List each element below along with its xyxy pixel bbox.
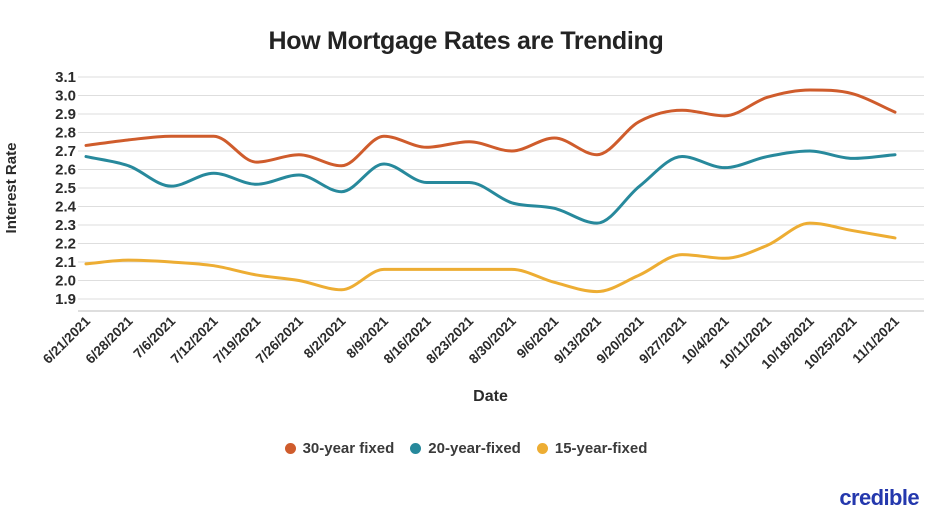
y-tick-label: 1.9 [55,291,76,308]
y-tick-label: 3.0 [55,88,76,105]
legend-item-30-year-fixed: 30-year fixed [284,440,395,457]
legend-label: 30-year fixed [302,440,395,457]
y-tick-label: 3.1 [55,69,76,86]
legend-dot [410,443,422,454]
legend-item-15-year-fixed: 15-year-fixed [536,440,648,457]
x-tick-label: 6/28/2021 [83,313,136,366]
y-tick-label: 2.9 [55,106,76,123]
legend-dot [284,443,296,454]
y-tick-label: 2.7 [55,143,76,160]
series-line-30-year-fixed [84,88,897,168]
series-line-20-year-fixed [84,149,897,225]
y-tick-label: 2.8 [55,125,76,142]
x-tick-label: 11/1/2021 [850,313,903,366]
y-tick-label: 2.2 [55,236,76,253]
x-tick-label: 8/2/2021 [301,313,349,361]
x-tick-label: 7/26/2021 [253,313,306,366]
y-tick-label: 2.5 [55,180,76,197]
y-tick-label: 2.4 [55,199,77,216]
legend-dot [536,443,548,454]
y-tick-label: 2.1 [55,254,76,271]
legend: 30-year fixed 20-year-fixed 15-year-fixed [0,440,932,457]
y-tick-label: 2.6 [55,162,76,179]
credible-logo: credible [839,485,919,510]
legend-label: 15-year-fixed [554,440,648,457]
legend-item-20-year-fixed: 20-year-fixed [410,440,521,457]
y-tick-label: 2.0 [55,273,76,290]
x-axis-title: Date [473,388,508,405]
y-tick-label: 2.3 [55,217,76,234]
chart-plot-area: 1.92.0 2.12.2 2.32.4 2.52.6 2.72.8 2.93.0 3.1 6… [3,69,924,405]
y-axis-title: Interest Rate [3,143,20,234]
chart-title: How Mortgage Rates are Trending [268,27,664,55]
series-line-15-year-fixed [84,221,897,294]
legend-label: 20-year-fixed [428,440,521,457]
x-tick-label: 8/30/2021 [466,313,519,366]
